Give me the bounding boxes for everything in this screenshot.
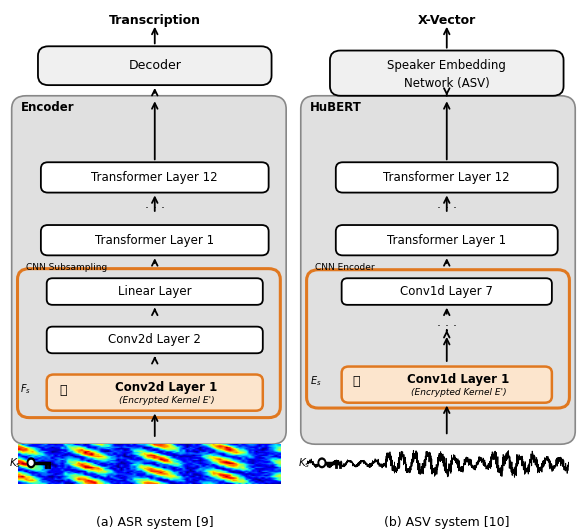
FancyBboxPatch shape [12, 96, 286, 444]
Text: (b) ASV system [10]: (b) ASV system [10] [384, 516, 509, 529]
FancyBboxPatch shape [47, 327, 263, 353]
Text: Conv2d Layer 1: Conv2d Layer 1 [115, 381, 218, 394]
Text: Speaker Embedding: Speaker Embedding [387, 60, 506, 72]
FancyBboxPatch shape [342, 278, 552, 305]
Text: HuBERT: HuBERT [310, 101, 361, 114]
Text: $K_s$: $K_s$ [298, 456, 310, 470]
Text: . . .: . . . [145, 198, 165, 211]
Text: $K_s$: $K_s$ [9, 456, 21, 470]
Text: (a) ASR system [9]: (a) ASR system [9] [96, 516, 214, 529]
Text: CNN Subsampling: CNN Subsampling [26, 263, 107, 271]
Text: $F_s$: $F_s$ [20, 382, 32, 396]
FancyBboxPatch shape [47, 278, 263, 305]
FancyBboxPatch shape [336, 225, 558, 255]
Text: Conv1d Layer 1: Conv1d Layer 1 [407, 373, 510, 386]
Text: Transformer Layer 1: Transformer Layer 1 [387, 234, 506, 247]
Text: Conv1d Layer 7: Conv1d Layer 7 [400, 285, 493, 298]
Text: Decoder: Decoder [128, 59, 181, 72]
Text: (Encrypted Kernel E'): (Encrypted Kernel E') [411, 388, 506, 397]
Text: $E_s$: $E_s$ [310, 374, 321, 388]
Text: Encoder: Encoder [20, 101, 74, 114]
Text: 🔒: 🔒 [353, 375, 360, 388]
Text: Conv2d Layer 2: Conv2d Layer 2 [108, 334, 201, 346]
FancyBboxPatch shape [41, 162, 269, 193]
FancyBboxPatch shape [336, 162, 558, 193]
Text: Transformer Layer 12: Transformer Layer 12 [92, 171, 218, 184]
FancyBboxPatch shape [41, 225, 269, 255]
Text: Transformer Layer 12: Transformer Layer 12 [384, 171, 510, 184]
Text: Linear Layer: Linear Layer [118, 285, 192, 298]
Text: CNN Encoder: CNN Encoder [315, 263, 375, 271]
Text: Transcription: Transcription [109, 14, 201, 27]
Text: (Encrypted Kernel E'): (Encrypted Kernel E') [119, 396, 214, 405]
FancyBboxPatch shape [47, 375, 263, 411]
FancyBboxPatch shape [330, 51, 564, 96]
Text: Network (ASV): Network (ASV) [404, 77, 489, 89]
FancyBboxPatch shape [38, 46, 272, 85]
Text: 🔒: 🔒 [60, 384, 67, 397]
Text: . . .: . . . [437, 198, 457, 211]
Text: . . .: . . . [437, 317, 457, 329]
Text: Transformer Layer 1: Transformer Layer 1 [95, 234, 214, 247]
Text: X-Vector: X-Vector [418, 14, 476, 27]
FancyBboxPatch shape [342, 367, 552, 403]
FancyBboxPatch shape [301, 96, 575, 444]
